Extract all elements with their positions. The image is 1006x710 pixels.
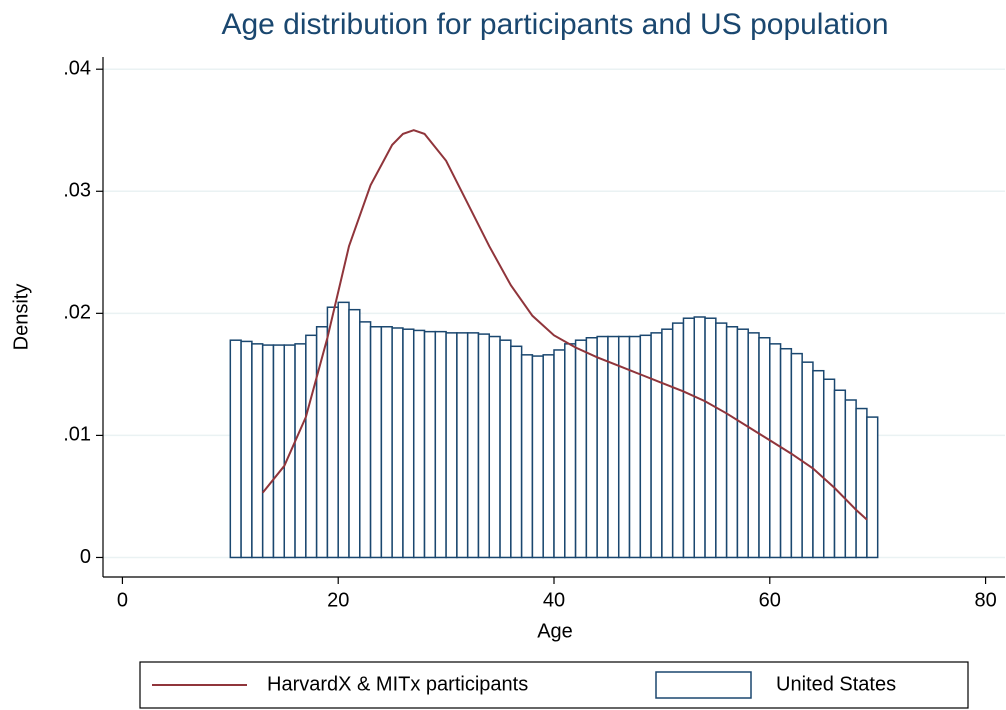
histogram-bar [359,321,372,559]
x-tick-label: 20 [327,589,349,611]
histogram-bar [866,416,879,559]
y-tick-label: .02 [63,302,91,324]
histogram-bar [326,306,339,559]
y-axis-label: Density [10,284,32,351]
x-tick-label: 0 [117,589,128,611]
histogram-bar [391,327,404,559]
histogram-bar [434,330,447,559]
x-tick-label: 60 [759,589,781,611]
histogram-bar [801,361,814,559]
histogram-bar [574,339,588,559]
histogram-bar [607,335,620,559]
histogram-bar [251,343,264,559]
histogram-bar [585,337,598,559]
histogram-bar [542,354,555,559]
histogram-bar [855,407,868,559]
histogram-bar [348,308,361,559]
histogram-bar [596,335,609,559]
histogram-bar [671,322,685,559]
histogram-bar [564,343,577,559]
chart-title: Age distribution for participants and US… [221,8,888,41]
histogram-bar [650,332,663,559]
x-tick-label: 80 [974,589,996,611]
histogram-bar [477,333,491,559]
histogram-bar [661,328,674,559]
histogram-bar [272,344,286,559]
histogram-bar [380,326,393,559]
y-tick-label: 0 [80,546,91,568]
histogram-bar [639,334,652,559]
histogram-bar [520,354,534,559]
histogram-bar [531,355,544,559]
histogram-bar [812,369,825,559]
histogram-bar [305,334,318,559]
histogram-bar [736,328,749,559]
histogram-bar [412,329,426,559]
y-tick-label: .03 [63,180,91,202]
histogram-bar [369,326,383,559]
histogram-bar [693,316,706,559]
x-tick-label: 40 [543,589,565,611]
histogram-bar [704,317,717,559]
legend-label: HarvardX & MITx participants [267,673,528,695]
histogram-bar [682,317,696,559]
histogram-bar [456,332,469,559]
histogram-bar [725,326,739,559]
histogram-bar [553,349,566,559]
histogram-bar [466,332,480,559]
histogram-bar [499,339,512,559]
histogram-bar [402,328,415,559]
histogram-bar [261,344,275,559]
histogram-bar [833,389,847,559]
legend-swatch [655,671,752,699]
y-tick-label: .01 [63,424,91,446]
x-axis-label: Age [537,620,573,642]
histogram-bar [769,343,782,559]
histogram-bar [294,343,307,559]
histogram-bar [822,378,836,559]
histogram-bar [337,301,350,559]
y-tick-label: .04 [63,57,91,79]
histogram-bar [423,330,437,559]
histogram-bar [715,322,728,559]
histogram-bar [240,340,253,559]
histogram-bar [229,339,242,559]
legend-label: United States [776,673,896,695]
histogram-bar [758,337,771,559]
histogram-bar [747,332,760,559]
legend-box [139,661,969,709]
density-line [261,129,868,521]
histogram-bar [488,335,501,559]
histogram-bar [510,345,523,559]
histogram-bar [445,332,458,559]
histogram-bar [844,399,857,559]
